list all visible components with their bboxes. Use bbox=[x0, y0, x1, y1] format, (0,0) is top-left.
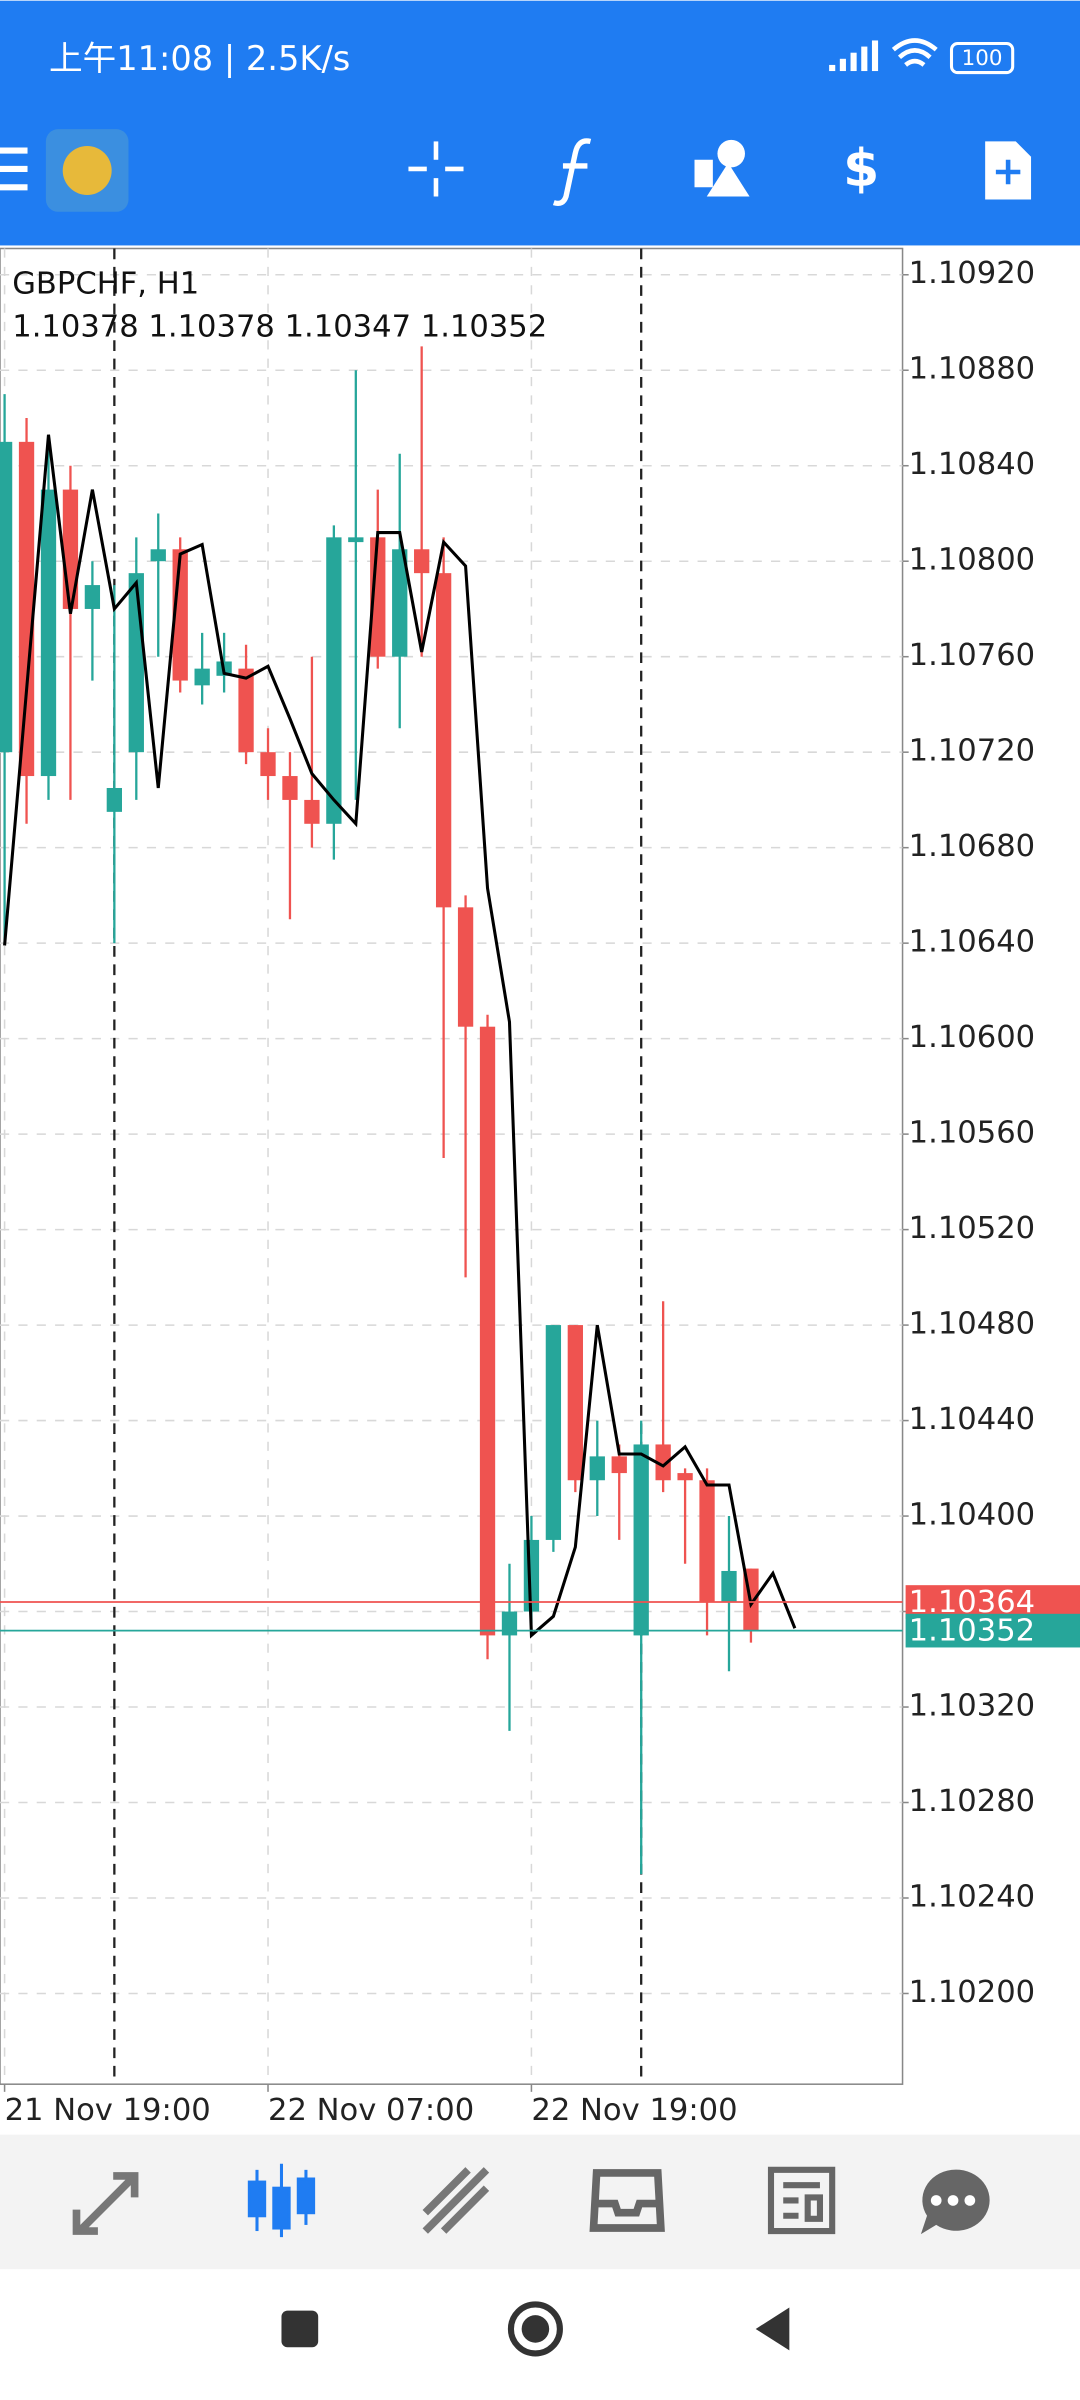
candle-body bbox=[501, 1611, 518, 1636]
trade-tab[interactable] bbox=[422, 2167, 490, 2234]
candle-body bbox=[128, 573, 144, 753]
ohlc-info: 1.10378 1.10378 1.10347 1.10352 bbox=[12, 310, 547, 345]
y-tick-label: 1.10280 bbox=[909, 1784, 1035, 1819]
y-tick-label: 1.10400 bbox=[909, 1498, 1035, 1533]
candle-body bbox=[348, 537, 364, 543]
candle-body bbox=[414, 549, 430, 574]
y-tick-label: 1.10520 bbox=[909, 1211, 1035, 1246]
y-tick-label: 1.10880 bbox=[909, 352, 1035, 387]
back-button[interactable] bbox=[755, 2307, 790, 2351]
home-button[interactable] bbox=[507, 2301, 563, 2357]
x-tick-label: 22 Nov 07:00 bbox=[268, 2093, 474, 2128]
x-tick-label: 22 Nov 19:00 bbox=[531, 2093, 737, 2128]
ask-label-bg bbox=[905, 1585, 1080, 1619]
quotes-tab[interactable] bbox=[72, 2172, 139, 2235]
y-tick-label: 1.10440 bbox=[909, 1402, 1035, 1437]
candle-body bbox=[392, 549, 408, 657]
candle-body bbox=[457, 907, 474, 1027]
candle-body bbox=[655, 1444, 671, 1481]
app-icon-graphic bbox=[62, 146, 112, 195]
news-tab[interactable] bbox=[767, 2166, 836, 2235]
x-tick-label: 21 Nov 19:00 bbox=[5, 2093, 211, 2128]
chart-title: GBPCHF, H1 bbox=[12, 267, 199, 302]
crosshair-button[interactable] bbox=[408, 141, 464, 197]
home-dot bbox=[521, 2315, 550, 2343]
y-tick-label: 1.10840 bbox=[909, 447, 1035, 482]
signal-icon bbox=[829, 40, 879, 72]
indicators-button[interactable] bbox=[552, 138, 592, 207]
top-bar bbox=[0, 0, 1080, 246]
candle-body bbox=[282, 776, 298, 800]
candle-body bbox=[18, 441, 35, 777]
battery-level: 100 bbox=[962, 46, 1003, 71]
y-tick-label: 1.10560 bbox=[909, 1116, 1035, 1151]
candle-body bbox=[479, 1026, 496, 1636]
candle-body bbox=[721, 1570, 737, 1602]
candle-body bbox=[106, 787, 122, 812]
candle-body bbox=[0, 441, 13, 753]
candle-body bbox=[238, 668, 254, 753]
candle-body bbox=[260, 752, 276, 777]
new-order-plus bbox=[995, 159, 1021, 185]
candle-body bbox=[84, 585, 101, 609]
candle-body bbox=[567, 1325, 583, 1481]
price-line bbox=[3, 434, 797, 1639]
bid-label-bg bbox=[905, 1613, 1080, 1648]
chart-tab[interactable] bbox=[247, 2163, 316, 2238]
candle-body bbox=[611, 1456, 627, 1474]
menu-button[interactable] bbox=[0, 147, 28, 191]
messages-dots bbox=[930, 2195, 976, 2206]
y-tick-label: 1.10680 bbox=[909, 829, 1035, 864]
y-tick-label: 1.10240 bbox=[909, 1879, 1035, 1914]
candle-body bbox=[150, 549, 166, 562]
battery-icon bbox=[949, 41, 1015, 75]
recents-button[interactable] bbox=[281, 2310, 319, 2348]
y-tick-label: 1.10720 bbox=[909, 734, 1035, 769]
candle-body bbox=[677, 1473, 693, 1481]
trade-button[interactable]: $ bbox=[843, 139, 879, 199]
status-time: 上午11:08 | 2.5K/s bbox=[49, 39, 350, 78]
objects-button[interactable] bbox=[694, 139, 750, 197]
bid-label: 1.10352 bbox=[909, 1614, 1035, 1649]
candle-body bbox=[589, 1456, 605, 1481]
y-tick-label: 1.10200 bbox=[909, 1975, 1035, 2010]
y-tick-label: 1.10640 bbox=[909, 925, 1035, 960]
y-tick-label: 1.10760 bbox=[909, 638, 1035, 673]
candle-body bbox=[633, 1444, 649, 1636]
candle-body bbox=[435, 573, 452, 908]
wifi-icon bbox=[891, 38, 938, 67]
candle-body bbox=[194, 668, 210, 686]
candle-body bbox=[40, 489, 57, 777]
plot-area bbox=[0, 247, 904, 2085]
y-tick-label: 1.10920 bbox=[909, 256, 1035, 291]
candle-body bbox=[699, 1480, 715, 1602]
candle-body bbox=[326, 537, 342, 824]
history-tab[interactable] bbox=[589, 2169, 665, 2232]
y-tick-label: 1.10320 bbox=[909, 1689, 1035, 1724]
chart: 1.10920 1.10880 1.10840 1.10800 1.10760 1.107… bbox=[0, 248, 1080, 2128]
y-tick-label: 1.10480 bbox=[909, 1307, 1035, 1342]
tab-bar bbox=[0, 2134, 1080, 2270]
candle-body bbox=[545, 1325, 562, 1540]
y-tick-label: 1.10600 bbox=[909, 1020, 1035, 1055]
y-tick-label: 1.10800 bbox=[909, 543, 1035, 578]
candle-body bbox=[304, 799, 320, 824]
